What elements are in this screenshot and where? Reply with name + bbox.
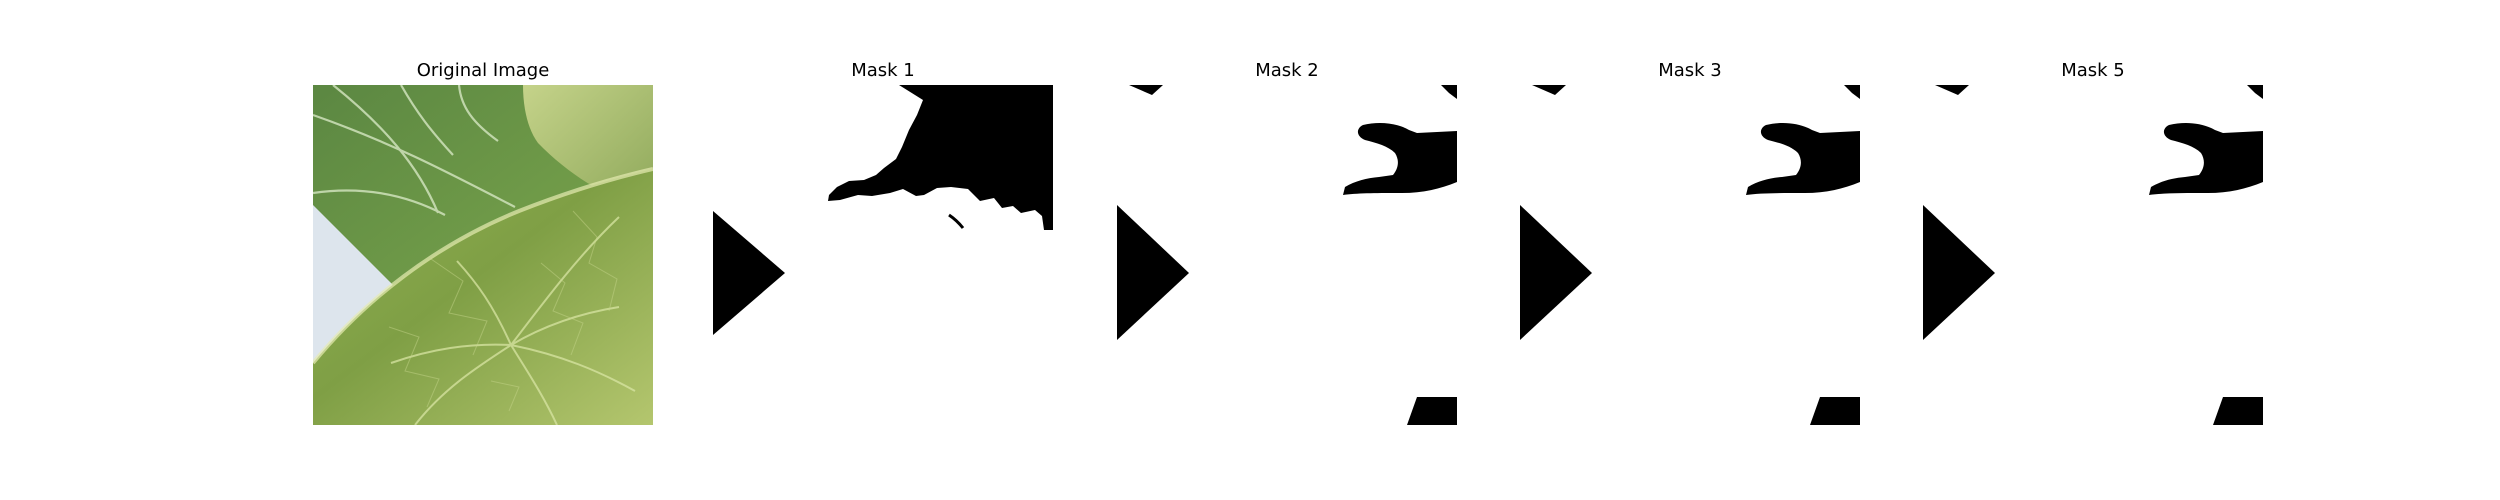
mask-3-image bbox=[1520, 85, 1860, 425]
mask-2-upper-region bbox=[1343, 122, 1457, 195]
mask-3-left-triangle bbox=[1520, 205, 1592, 340]
mask-1-image bbox=[713, 85, 1053, 425]
panel-title-original: Original Image bbox=[416, 60, 550, 81]
panel-title-mask-1: Mask 1 bbox=[851, 60, 915, 81]
mask-3-top-left-corner bbox=[1532, 85, 1566, 95]
main-leaf-veins bbox=[390, 216, 636, 425]
panel-title-mask-2: Mask 2 bbox=[1255, 60, 1319, 81]
mask-2-top-left-corner bbox=[1129, 85, 1163, 95]
mask-3-bottom-right-triangle bbox=[1810, 397, 1860, 425]
mask-2-image bbox=[1117, 85, 1457, 425]
panel-title-mask-5: Mask 5 bbox=[2061, 60, 2125, 81]
mask-5-image bbox=[1923, 85, 2263, 425]
upper-leaf-veins bbox=[313, 85, 516, 216]
mask-1-small-speckle bbox=[948, 213, 965, 229]
mask-5-top-right-corner bbox=[2247, 85, 2263, 99]
mask-2-left-triangle bbox=[1117, 205, 1189, 340]
mask-3-upper-region bbox=[1746, 122, 1860, 195]
mask-5-bottom-right-triangle bbox=[2213, 397, 2263, 425]
mask-5-top-left-corner bbox=[1935, 85, 1969, 95]
panel-title-mask-3: Mask 3 bbox=[1658, 60, 1722, 81]
original-leaf-image bbox=[313, 85, 653, 425]
mask-2-bottom-right-triangle bbox=[1407, 397, 1457, 425]
mask-2-top-right-corner bbox=[1441, 85, 1457, 99]
leaf-edge-highlight bbox=[313, 167, 653, 365]
mask-5-upper-region bbox=[2149, 122, 2263, 195]
main-leaf-fine-veins bbox=[388, 210, 618, 412]
mask-1-upper-region bbox=[828, 85, 1053, 230]
mask-5-left-triangle bbox=[1923, 205, 1995, 340]
mask-1-left-triangle bbox=[713, 211, 785, 335]
mask-3-top-right-corner bbox=[1844, 85, 1860, 99]
